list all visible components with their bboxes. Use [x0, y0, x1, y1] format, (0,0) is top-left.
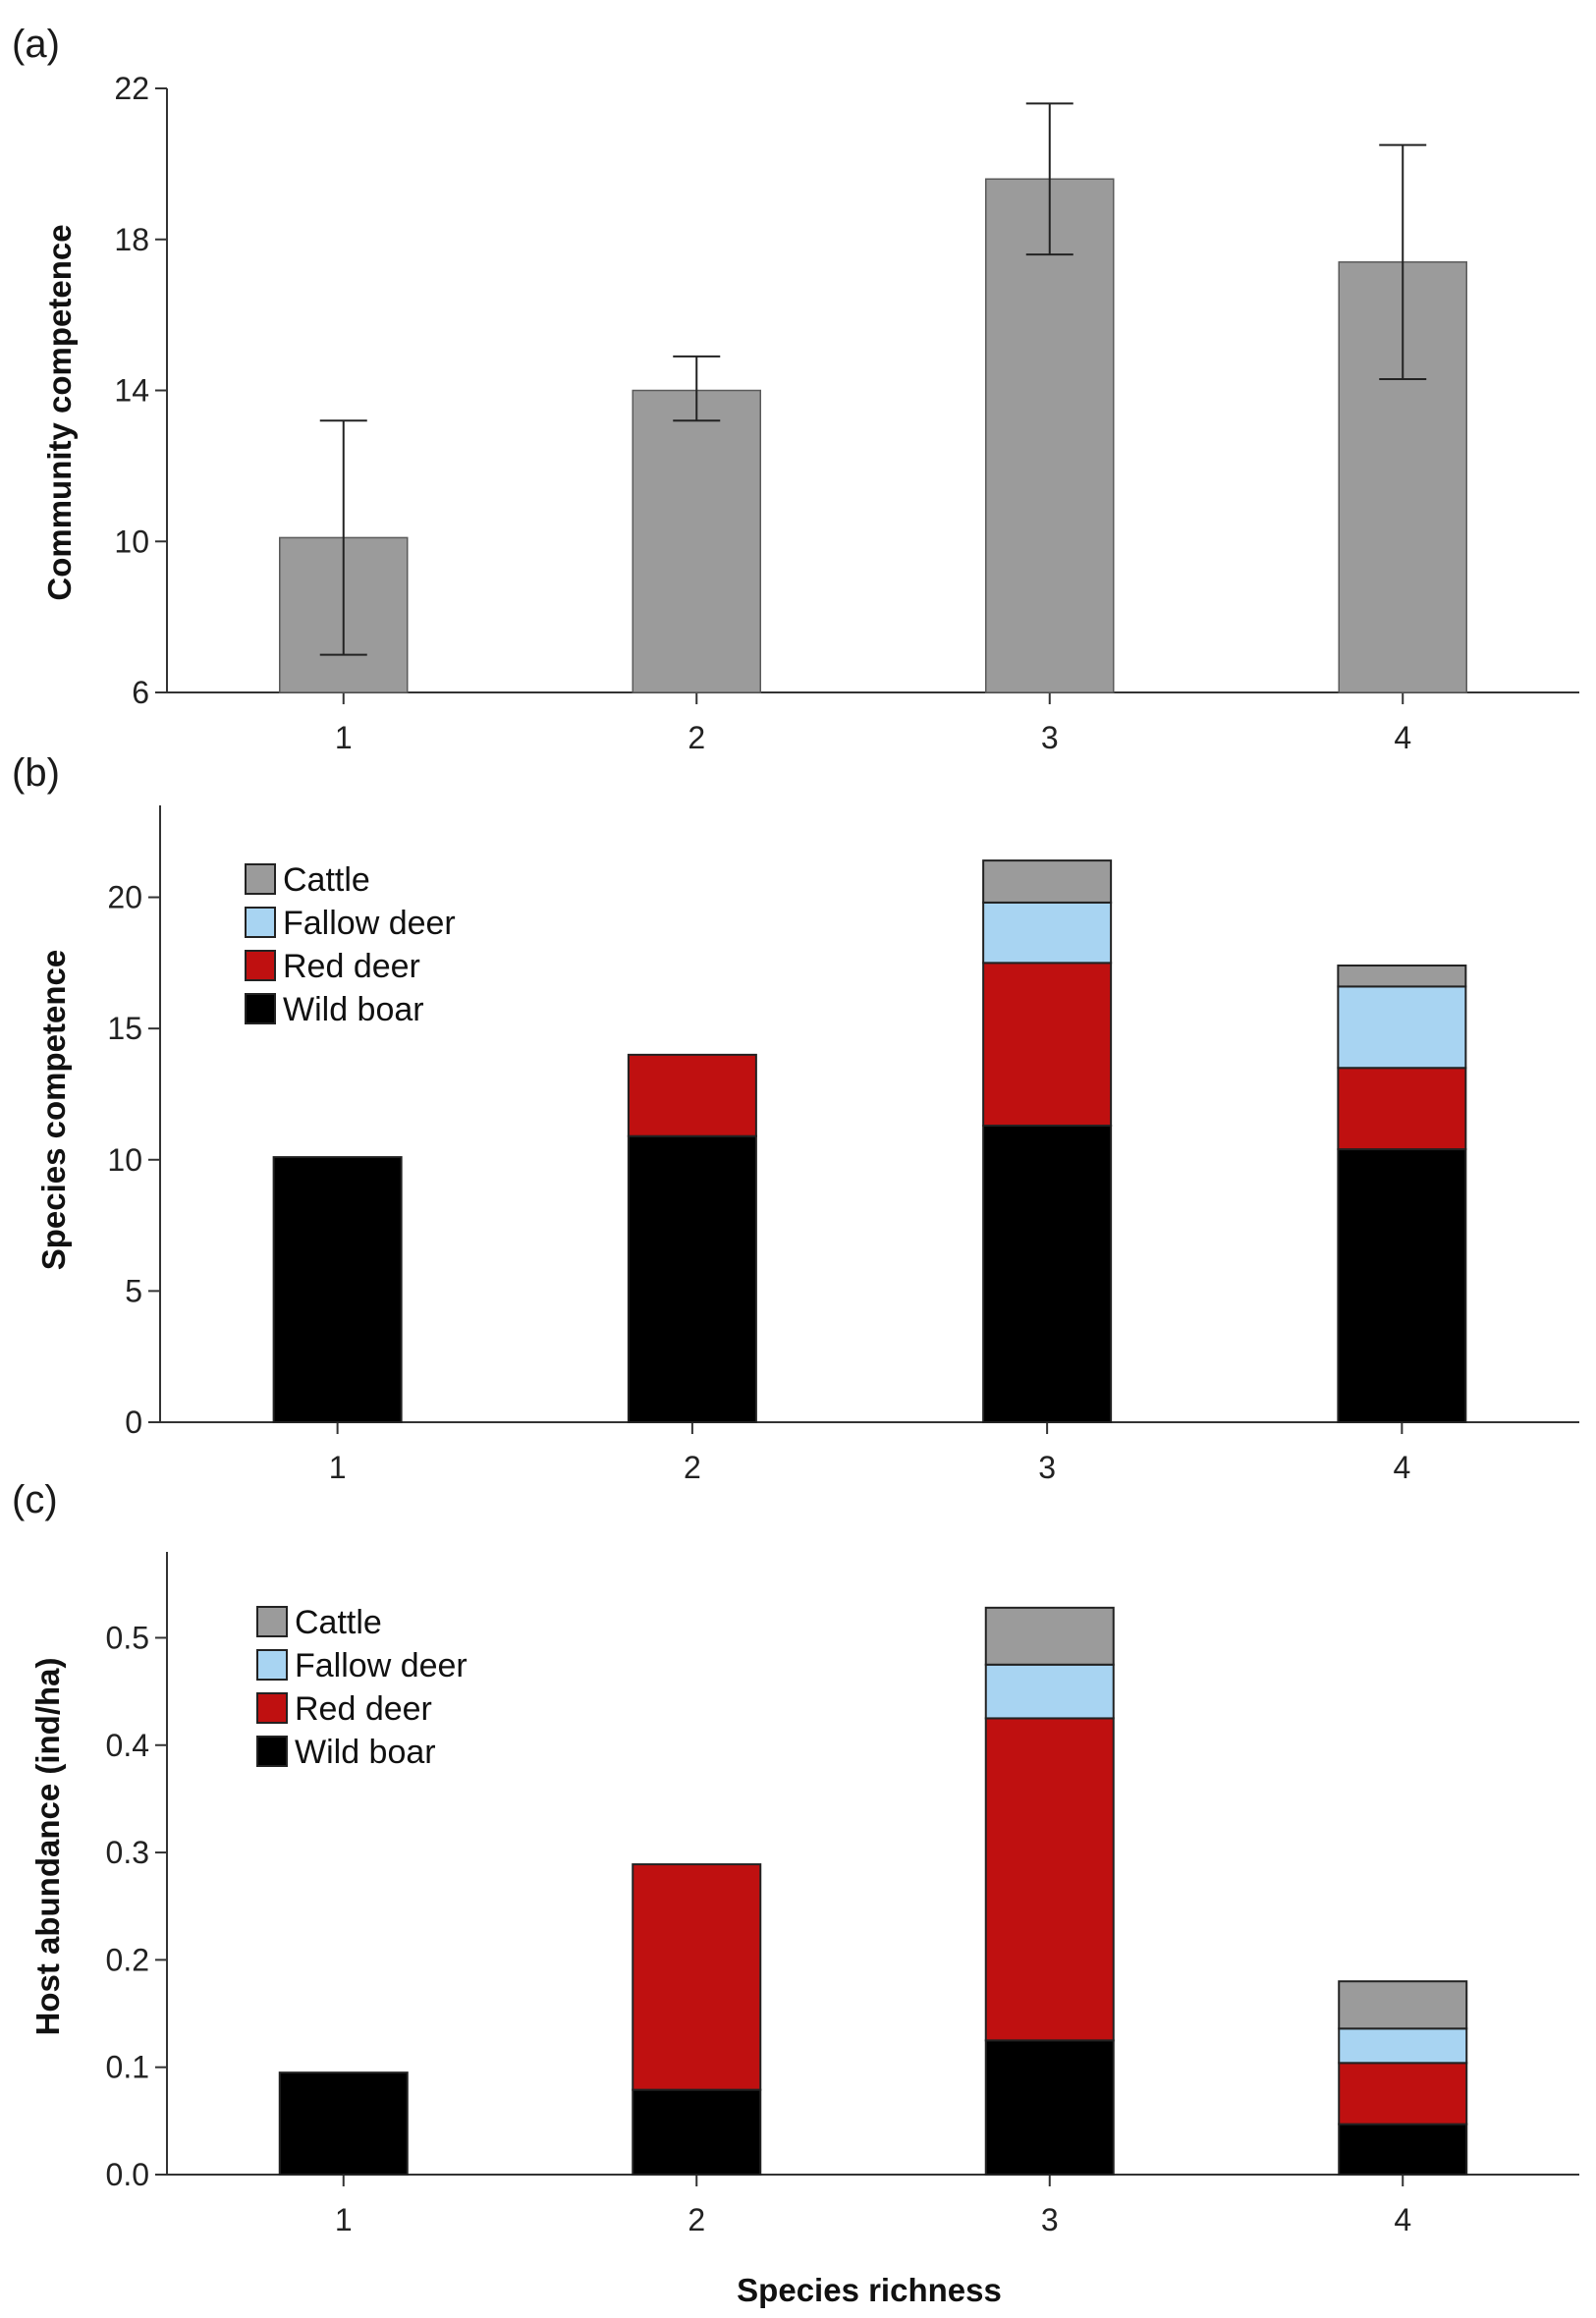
bar-segment-red-deer: [632, 1863, 762, 2091]
legend-swatch-cattle: [256, 1606, 288, 1637]
y-tick-label-a: 10: [114, 524, 149, 559]
x-tick-label-b: 2: [684, 1450, 701, 1485]
legend-swatch-wild-boar: [245, 993, 276, 1024]
x-tick-label-c: 3: [1041, 2202, 1059, 2237]
x-tick-label-c: 1: [335, 2202, 353, 2237]
bar-segment-wild-boar: [278, 2071, 409, 2177]
y-tick-label-c: 0.2: [106, 1942, 149, 1977]
y-axis-title-a: Community competence: [41, 224, 78, 600]
bar-segment-cattle: [1338, 1980, 1468, 2030]
panel-label-c: (c): [12, 1478, 58, 1521]
y-tick-label-a: 14: [114, 373, 149, 409]
legend-swatch-fallow-deer: [256, 1649, 288, 1681]
bar-segment-red-deer: [1337, 1067, 1467, 1151]
x-tick-label-a: 4: [1394, 720, 1411, 755]
x-tick-label-a: 3: [1041, 720, 1059, 755]
legend-c: Cattle Fallow deer Red deer Wild boar: [256, 1604, 468, 1771]
legend-label-wild-boar: Wild boar: [283, 991, 424, 1028]
legend-label-cattle: Cattle: [295, 1604, 382, 1641]
y-tick-label-c: 0.0: [106, 2157, 149, 2192]
legend-label-fallow-deer: Fallow deer: [295, 1647, 468, 1684]
x-tick-label-c: 4: [1394, 2202, 1411, 2237]
y-tick-label-c: 0.5: [106, 1620, 149, 1655]
x-axis-title: Species richness: [737, 2272, 1002, 2308]
plot-area-a: 6 10 14 18 22 1 2 3 4: [114, 71, 1579, 755]
bar-segment-wild-boar: [984, 2039, 1115, 2176]
bar-segment-fallow-deer: [1337, 985, 1467, 1070]
legend-swatch-red-deer: [256, 1692, 288, 1724]
y-tick-label-b: 20: [107, 880, 142, 915]
legend-label-fallow-deer: Fallow deer: [283, 905, 456, 942]
legend-label-red-deer: Red deer: [295, 1690, 432, 1728]
bar-segment-red-deer: [982, 962, 1113, 1128]
panel-a: (a) Community competence 6 10 14 18 22 1 2 3 4: [12, 23, 1579, 755]
y-tick-label-b: 10: [107, 1142, 142, 1178]
bar: [985, 178, 1115, 693]
bar-segment-fallow-deer: [984, 1663, 1115, 1720]
y-axis-title-c: Host abundance (ind/ha): [29, 1657, 66, 2035]
panel-b: (b) Species competence 0 5 10 15 20 1 2 3 4 Catt…: [12, 751, 1579, 1485]
bar-segment-wild-boar: [1338, 2123, 1468, 2176]
legend-b: Cattle Fallow deer Red deer Wild boar: [245, 861, 456, 1028]
bar: [632, 389, 761, 693]
x-tick-label-a: 2: [688, 720, 705, 755]
x-tick-label-b: 1: [329, 1450, 347, 1485]
panel-label-b: (b): [12, 751, 60, 795]
plot-area-b: 0 5 10 15 20 1 2 3 4: [107, 805, 1579, 1485]
y-axis-title-b: Species competence: [35, 950, 72, 1271]
bar-segment-cattle: [984, 1606, 1115, 1666]
x-tick-label-b: 3: [1038, 1450, 1056, 1485]
bar-segment-wild-boar: [1337, 1148, 1467, 1423]
y-tick-label-b: 0: [125, 1405, 142, 1440]
x-tick-label-c: 2: [688, 2202, 705, 2237]
plot-area-c: 0.0 0.1 0.2 0.3 0.4 0.5 1 2 3 4: [106, 1552, 1579, 2237]
legend-label-red-deer: Red deer: [283, 948, 420, 985]
legend-swatch-red-deer: [245, 950, 276, 981]
bar-segment-red-deer: [984, 1717, 1115, 2042]
bar-segment-fallow-deer: [982, 901, 1113, 965]
y-tick-label-c: 0.4: [106, 1728, 149, 1763]
bar-segment-wild-boar: [982, 1125, 1113, 1423]
y-tick-label-c: 0.3: [106, 1835, 149, 1870]
x-tick-label-b: 4: [1393, 1450, 1410, 1485]
legend-label-wild-boar: Wild boar: [295, 1734, 436, 1771]
x-tick-label-a: 1: [335, 720, 353, 755]
legend-swatch-fallow-deer: [245, 907, 276, 938]
y-tick-label-b: 5: [125, 1273, 142, 1308]
bar-segment-red-deer: [1338, 2062, 1468, 2125]
legend-swatch-cattle: [245, 863, 276, 895]
y-tick-label-c: 0.1: [106, 2050, 149, 2085]
legend-label-cattle: Cattle: [283, 861, 370, 899]
panel-label-a: (a): [12, 23, 60, 66]
panel-c: (c) Host abundance (ind/ha) 0.0 0.1 0.2 0.3…: [12, 1478, 1579, 2308]
y-tick-label-a: 6: [132, 675, 149, 710]
bar-segment-wild-boar: [632, 2088, 762, 2176]
bar-segment-wild-boar: [272, 1156, 403, 1423]
bar-segment-red-deer: [627, 1053, 757, 1137]
y-tick-label-a: 22: [114, 71, 149, 106]
bar-segment-wild-boar: [627, 1134, 757, 1423]
bar-segment-fallow-deer: [1338, 2027, 1468, 2065]
y-tick-label-b: 15: [107, 1011, 142, 1046]
y-tick-label-a: 18: [114, 222, 149, 257]
bar-segment-cattle: [1337, 965, 1467, 988]
legend-swatch-wild-boar: [256, 1736, 288, 1767]
bar-segment-cattle: [982, 859, 1113, 904]
